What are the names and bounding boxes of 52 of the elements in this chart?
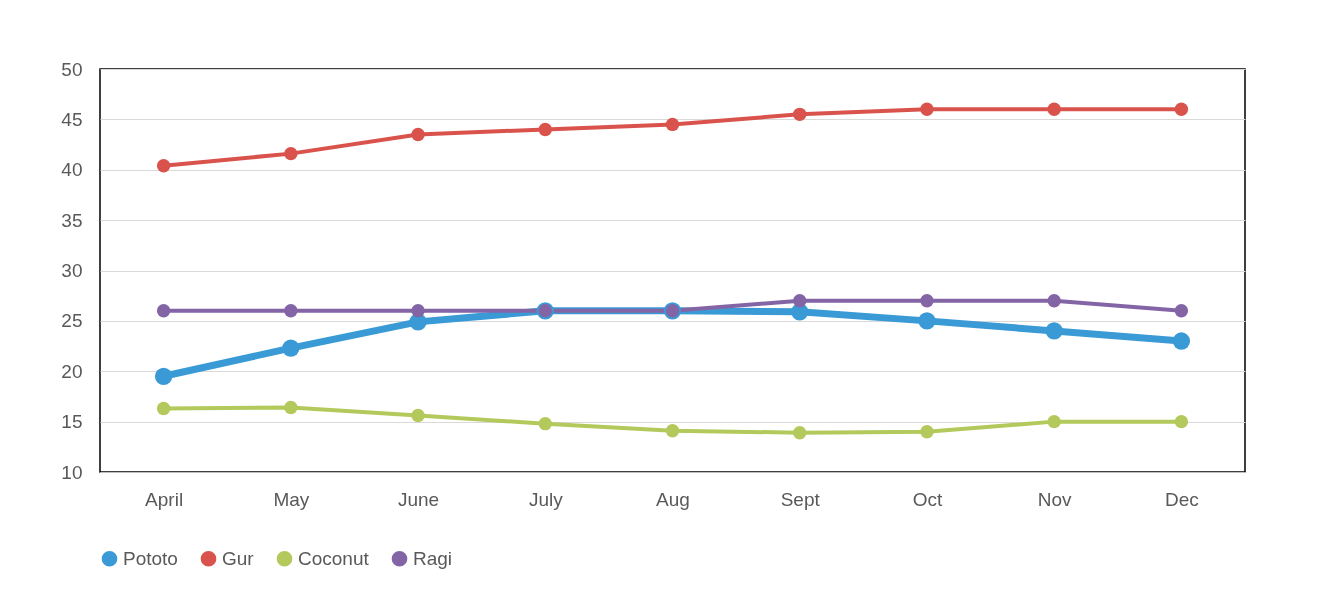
point bbox=[538, 122, 552, 137]
point bbox=[1174, 102, 1189, 116]
point bbox=[1174, 414, 1189, 429]
y-tick-label: 15 bbox=[61, 411, 83, 433]
point bbox=[1174, 304, 1189, 318]
point bbox=[538, 416, 552, 431]
x-tick-label: Aug bbox=[656, 488, 690, 510]
x-tick-label: Nov bbox=[1037, 488, 1073, 510]
x-tick-label: April bbox=[145, 488, 184, 510]
point bbox=[1047, 294, 1061, 308]
point bbox=[1047, 102, 1061, 116]
point bbox=[665, 117, 680, 132]
point bbox=[793, 107, 807, 122]
point bbox=[284, 304, 298, 318]
y-tick-label: 35 bbox=[61, 209, 83, 231]
x-tick-label: Sept bbox=[780, 488, 821, 510]
point bbox=[411, 408, 425, 423]
y-tick-label: 10 bbox=[61, 461, 83, 483]
y-tick-label: 20 bbox=[61, 360, 83, 382]
y-tick-label: 50 bbox=[61, 58, 83, 80]
point bbox=[665, 424, 680, 438]
legend-label: Ragi bbox=[413, 547, 453, 569]
legend-label: Pototo bbox=[123, 547, 178, 569]
point bbox=[920, 102, 934, 116]
legend-label: Coconut bbox=[298, 547, 370, 569]
point bbox=[284, 146, 298, 161]
point bbox=[284, 400, 298, 415]
x-tick-label: Dec bbox=[1164, 488, 1199, 510]
point bbox=[918, 312, 936, 330]
point bbox=[920, 425, 934, 439]
point bbox=[411, 127, 425, 142]
point bbox=[156, 304, 171, 318]
y-tick-label: 25 bbox=[61, 310, 83, 332]
point bbox=[282, 339, 300, 357]
x-tick-label: May bbox=[273, 488, 310, 510]
x-tick-label: Oct bbox=[912, 488, 943, 510]
y-tick-label: 40 bbox=[61, 159, 83, 181]
legend-label: Gur bbox=[222, 547, 255, 569]
point bbox=[793, 294, 807, 308]
point bbox=[1045, 322, 1063, 340]
point bbox=[1172, 332, 1191, 350]
y-tick-label: 45 bbox=[61, 108, 83, 130]
x-tick-label: June bbox=[397, 488, 440, 510]
x-tick-label: July bbox=[528, 488, 564, 510]
point bbox=[156, 401, 171, 416]
point bbox=[920, 294, 934, 308]
point bbox=[1047, 414, 1061, 429]
point bbox=[411, 304, 425, 318]
y-tick-label: 30 bbox=[61, 260, 83, 281]
point bbox=[154, 367, 173, 385]
point bbox=[156, 159, 171, 173]
point bbox=[793, 426, 807, 440]
